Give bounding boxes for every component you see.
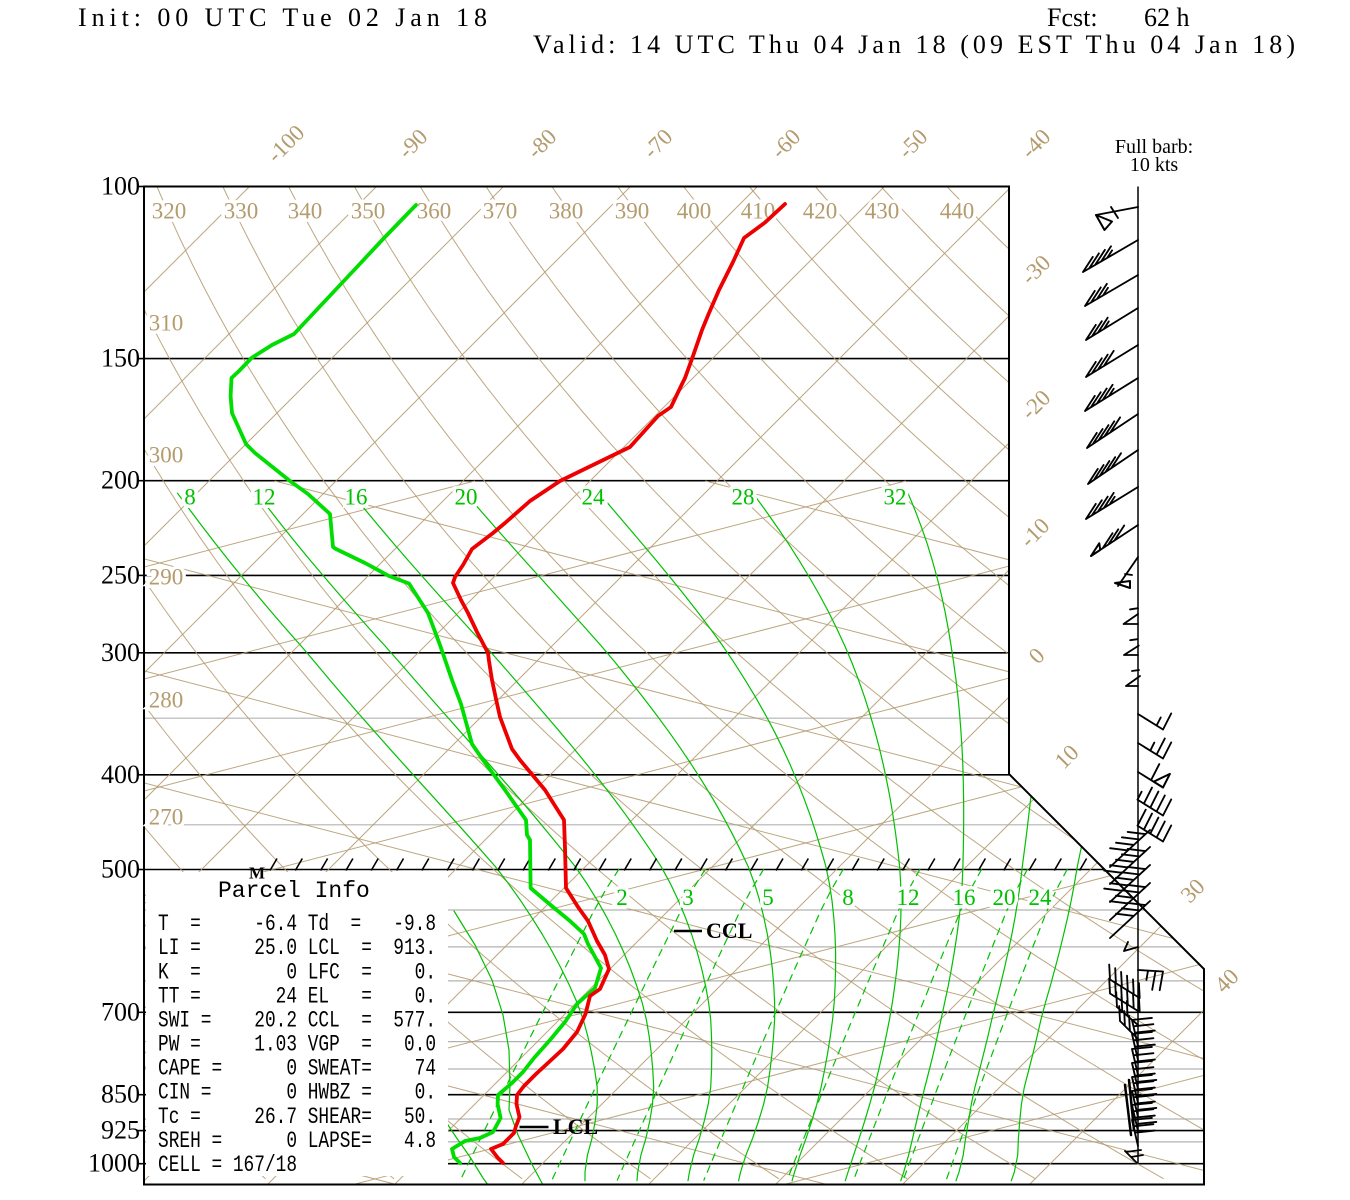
svg-text:SREH = 0 LAPSE= 4.8: SREH = 0 LAPSE= 4.8 (158, 1129, 436, 1155)
svg-text:10 kts: 10 kts (1130, 154, 1179, 176)
svg-text:850: 850 (101, 1080, 140, 1109)
svg-text:20: 20 (455, 485, 478, 510)
svg-text:250: 250 (101, 560, 140, 589)
svg-text:300: 300 (149, 443, 184, 468)
svg-text:CCL: CCL (706, 918, 752, 943)
svg-text:M: M (249, 864, 265, 883)
svg-text:LI = 25.0 LCL = 913.: LI = 25.0 LCL = 913. (158, 936, 436, 962)
svg-text:28: 28 (732, 485, 755, 510)
svg-text:150: 150 (101, 344, 140, 373)
svg-text:CIN = 0 HWBZ = 0.: CIN = 0 HWBZ = 0. (158, 1081, 436, 1107)
svg-text:24: 24 (1029, 885, 1053, 910)
svg-text:16: 16 (345, 485, 368, 510)
svg-text:290: 290 (149, 565, 184, 590)
svg-text:500: 500 (101, 855, 140, 884)
svg-text:390: 390 (615, 199, 650, 224)
svg-text:2: 2 (616, 885, 628, 910)
svg-text:400: 400 (101, 760, 140, 789)
svg-text:T = -6.4 Td = -9.8: T = -6.4 Td = -9.8 (158, 912, 436, 938)
svg-text:12: 12 (897, 885, 920, 910)
svg-text:360: 360 (417, 199, 452, 224)
svg-text:700: 700 (101, 997, 140, 1026)
svg-text:1000: 1000 (88, 1149, 140, 1178)
svg-text:8: 8 (184, 485, 196, 510)
svg-text:330: 330 (224, 199, 259, 224)
svg-text:3: 3 (682, 885, 694, 910)
svg-text:100: 100 (101, 172, 140, 201)
svg-text:K = 0 LFC = 0.: K = 0 LFC = 0. (158, 960, 436, 986)
svg-text:TT = 24 EL = 0.: TT = 24 EL = 0. (158, 985, 436, 1011)
svg-text:62 h: 62 h (1144, 3, 1190, 32)
svg-text:300: 300 (101, 638, 140, 667)
svg-text:Full barb:: Full barb: (1115, 136, 1193, 158)
svg-text:280: 280 (149, 688, 184, 713)
svg-text:LCL: LCL (553, 1114, 598, 1139)
svg-text:Fcst:: Fcst: (1047, 3, 1098, 32)
svg-text:380: 380 (549, 199, 584, 224)
svg-text:16: 16 (953, 885, 976, 910)
svg-text:200: 200 (101, 466, 140, 495)
svg-text:340: 340 (288, 199, 323, 224)
svg-text:420: 420 (803, 199, 838, 224)
svg-text:430: 430 (865, 199, 900, 224)
svg-text:20: 20 (993, 885, 1016, 910)
svg-text:PW = 1.03 VGP = 0.0: PW = 1.03 VGP = 0.0 (158, 1033, 436, 1059)
svg-text:SWI = 20.2 CCL = 577.: SWI = 20.2 CCL = 577. (158, 1009, 436, 1035)
svg-text:270: 270 (149, 805, 184, 830)
svg-text:24: 24 (582, 485, 606, 510)
svg-text:400: 400 (677, 199, 712, 224)
svg-text:925: 925 (101, 1116, 140, 1145)
svg-text:370: 370 (483, 199, 518, 224)
svg-text:8: 8 (842, 885, 854, 910)
svg-text:CELL = 167/18: CELL = 167/18 (158, 1153, 297, 1179)
svg-text:5: 5 (762, 885, 774, 910)
svg-text:CAPE = 0 SWEAT= 74: CAPE = 0 SWEAT= 74 (158, 1057, 436, 1083)
svg-text:320: 320 (152, 199, 187, 224)
svg-text:350: 350 (351, 199, 386, 224)
svg-text:440: 440 (940, 199, 975, 224)
svg-text:Parcel Info: Parcel Info (218, 878, 370, 904)
svg-text:310: 310 (149, 311, 184, 336)
svg-text:32: 32 (884, 485, 907, 510)
svg-text:12: 12 (253, 485, 276, 510)
svg-text:Init: 00 UTC Tue 02 Jan 18: Init: 00 UTC Tue 02 Jan 18 (78, 3, 487, 32)
svg-text:Tc = 26.7 SHEAR= 50.: Tc = 26.7 SHEAR= 50. (158, 1105, 436, 1131)
